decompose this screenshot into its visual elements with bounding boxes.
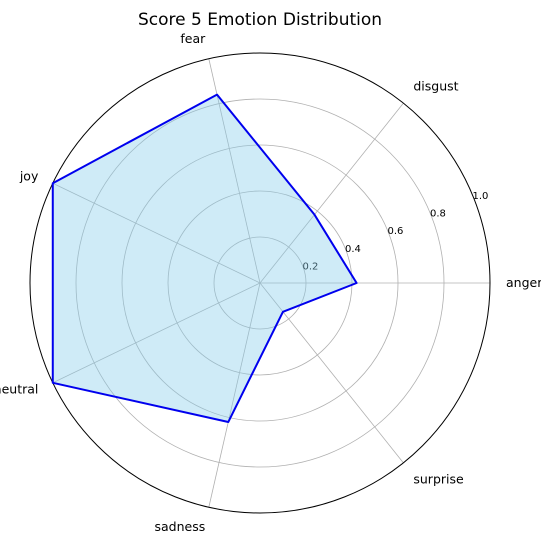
- category-label-disgust: disgust: [413, 79, 458, 94]
- outer-ring: [29, 52, 491, 514]
- category-label-surprise: surprise: [413, 471, 464, 486]
- category-label-fear: fear: [180, 31, 206, 46]
- r-tick-label: 0.4: [345, 244, 361, 255]
- chart-title: Score 5 Emotion Distribution: [138, 10, 382, 30]
- data-layer: [51, 93, 358, 424]
- category-label-sadness: sadness: [155, 519, 206, 534]
- spoke-sadness: [208, 282, 261, 508]
- series-area: [52, 94, 357, 423]
- category-label-anger: anger: [506, 275, 541, 290]
- spoke-neutral: [52, 282, 261, 384]
- r-tick-label: 0.2: [302, 261, 318, 272]
- r-tick-label: 0.6: [387, 226, 403, 237]
- spoke-disgust: [259, 102, 404, 284]
- category-label-joy: joy: [19, 168, 39, 183]
- series-line: [51, 93, 358, 424]
- label-layer: anger disgust fear joy neutral sadness surpris…: [0, 31, 541, 534]
- r-tick-label: 1.0: [472, 191, 488, 202]
- category-label-neutral: neutral: [0, 382, 38, 397]
- spoke-surprise: [259, 282, 404, 464]
- r-tick-label: 0.8: [430, 209, 446, 220]
- grid-layer: 0.2 0.4 0.6 0.8 1.0: [29, 52, 491, 514]
- spoke-joy: [52, 182, 261, 284]
